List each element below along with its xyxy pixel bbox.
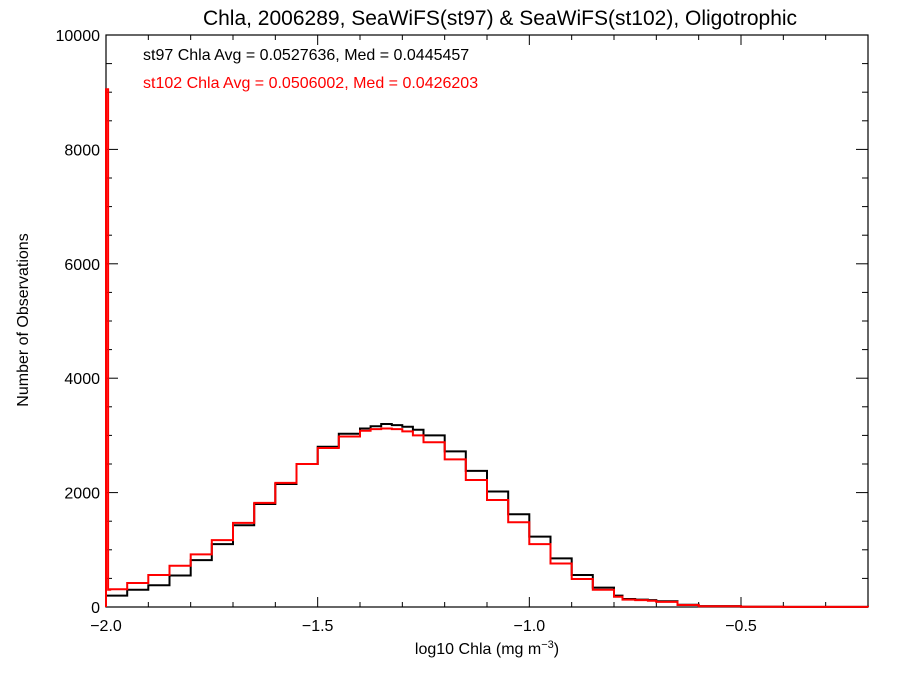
annotations: st97 Chla Avg = 0.0527636, Med = 0.04454… — [143, 47, 478, 92]
annotation-st102: st102 Chla Avg = 0.0506002, Med = 0.0426… — [143, 75, 478, 92]
series-line-st102 — [105, 88, 869, 608]
y-tick-label: 2000 — [64, 486, 100, 503]
annotation-st97: st97 Chla Avg = 0.0527636, Med = 0.04454… — [143, 47, 469, 64]
chart-title: Chla, 2006289, SeaWiFS(st97) & SeaWiFS(s… — [203, 7, 797, 30]
x-axis-label: log10 Chla (mg m−3) — [415, 639, 559, 658]
x-tick-label: −1.5 — [302, 618, 334, 635]
axes: −2.0 −1.5 −1.0 −0.5 0 2000 4000 6000 8000 10000 — [56, 28, 869, 635]
x-tick-label: −2.0 — [90, 618, 122, 635]
series-lines — [105, 88, 869, 608]
y-tick-label: 4000 — [64, 371, 100, 388]
y-tick-label: 6000 — [64, 257, 100, 274]
x-tick-label: −1.0 — [514, 618, 546, 635]
y-tick-label: 10000 — [56, 28, 101, 45]
y-tick-label: 8000 — [64, 142, 100, 159]
y-axis-label: Number of Observations — [15, 233, 32, 406]
series-line-st97 — [105, 423, 869, 608]
x-tick-label: −0.5 — [725, 618, 757, 635]
y-tick-label: 0 — [91, 600, 100, 617]
plot-frame — [105, 34, 869, 608]
